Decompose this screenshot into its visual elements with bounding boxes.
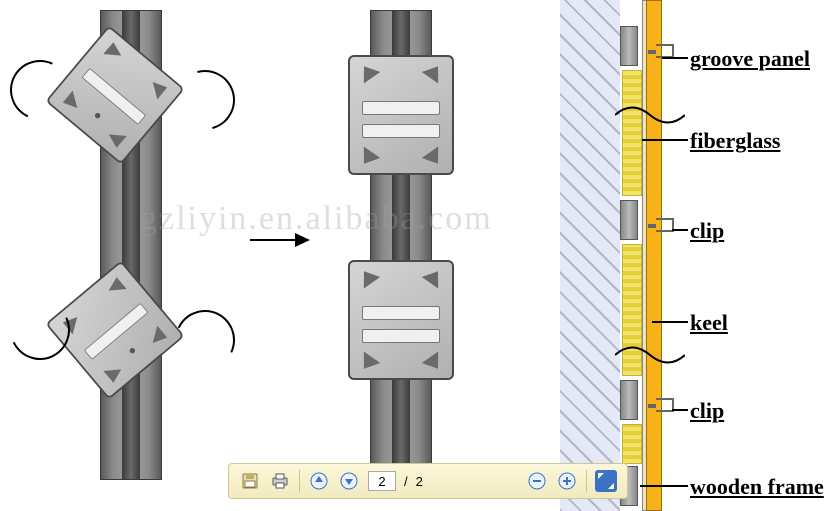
fiberglass-fill: [622, 70, 642, 196]
wooden-frame-block: [620, 380, 638, 420]
expand-icon: [598, 473, 614, 489]
fiberglass-fill: [622, 424, 642, 464]
rotation-arrow-icon: [2, 292, 79, 369]
page-total: 2: [416, 474, 423, 489]
leader-line: [662, 57, 688, 59]
wooden-frame-block: [620, 200, 638, 240]
leader-line: [640, 485, 688, 487]
wall-cross-section: groove panel fiberglass clip keel clip w…: [560, 0, 840, 511]
leader-line: [672, 229, 688, 231]
print-button[interactable]: [269, 470, 291, 492]
fit-width-button[interactable]: [595, 470, 617, 492]
label-keel: keel: [690, 310, 728, 336]
rotation-arrow-icon: [167, 302, 244, 379]
label-fiberglass: fiberglass: [690, 128, 780, 154]
arrow-down-circle-icon: [340, 472, 358, 490]
arrow-right-icon: [250, 225, 310, 255]
label-clip-bottom: clip: [690, 398, 724, 424]
toolbar-separator: [299, 470, 300, 492]
leader-line: [642, 139, 688, 141]
printer-icon: [271, 473, 289, 489]
clip-marker: [656, 44, 674, 58]
save-button[interactable]: [239, 470, 261, 492]
diagram-canvas: gzliyin.en.alibaba.com groove panel fibe…: [0, 0, 840, 511]
plus-circle-icon: [558, 472, 576, 490]
wooden-frame-block: [620, 26, 638, 66]
section-break-icon: [615, 340, 685, 370]
clip-locked-bottom: [348, 260, 454, 380]
section-break-icon: [615, 100, 685, 130]
page-separator: /: [404, 474, 408, 489]
floppy-icon: [242, 473, 258, 489]
watermark-text: gzliyin.en.alibaba.com: [140, 200, 493, 238]
leader-line: [652, 321, 688, 323]
page-up-button[interactable]: [308, 470, 330, 492]
toolbar-separator: [586, 470, 587, 492]
clip-locked-top: [348, 55, 454, 175]
pdf-toolbar: 2 / 2: [228, 463, 628, 499]
label-wooden-frame: wooden frame: [690, 474, 824, 500]
page-number-input[interactable]: 2: [368, 471, 396, 491]
label-clip-top: clip: [690, 218, 724, 244]
minus-circle-icon: [528, 472, 546, 490]
arrow-up-circle-icon: [310, 472, 328, 490]
wall-substrate: [560, 0, 620, 511]
zoom-in-button[interactable]: [556, 470, 578, 492]
zoom-out-button[interactable]: [526, 470, 548, 492]
leader-line: [672, 409, 688, 411]
groove-panel-face: [646, 0, 662, 511]
rotation-arrow-icon: [164, 59, 246, 141]
page-down-button[interactable]: [338, 470, 360, 492]
label-groove-panel: groove panel: [690, 46, 810, 72]
